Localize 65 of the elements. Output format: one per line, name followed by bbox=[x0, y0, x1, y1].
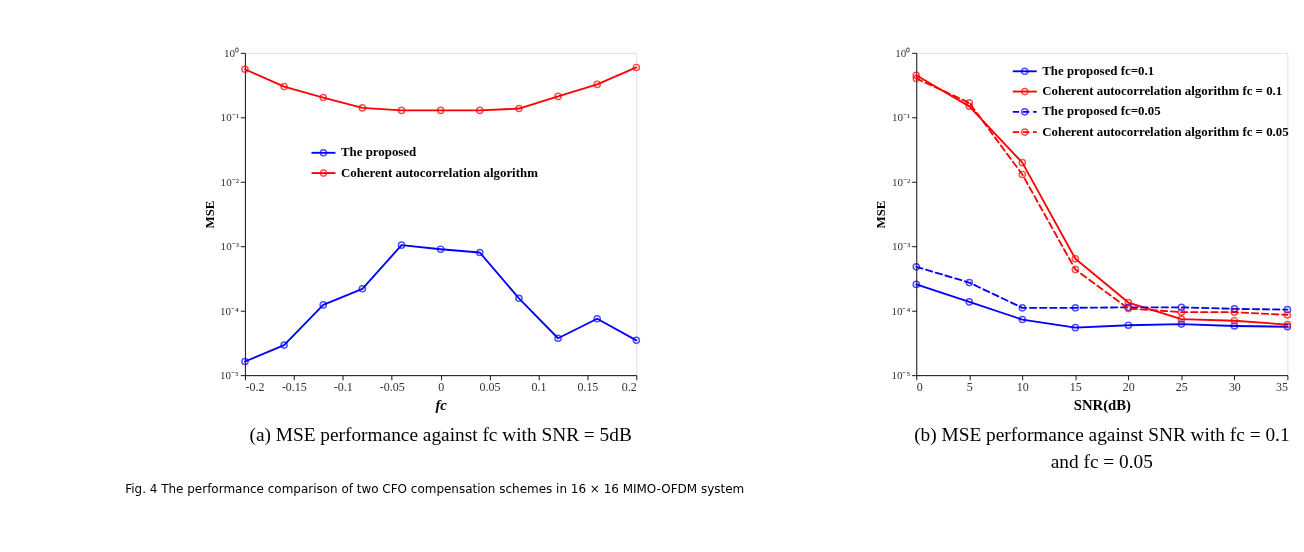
point bbox=[965, 102, 974, 111]
caption: Fig. 4 The performance comparison of two CFO compensation schemes in 16 × 16 MIMO-OFDM system bbox=[125, 482, 745, 497]
legend-label: The proposed fc=0.05 bbox=[1042, 104, 1161, 119]
x-tick-label: 10 bbox=[1016, 380, 1029, 395]
legend-label: The proposed bbox=[340, 145, 418, 160]
x-tick-label: -0.05 bbox=[379, 380, 405, 395]
point bbox=[965, 278, 974, 287]
y-tick-label: 10⁻³ bbox=[891, 240, 911, 253]
x-tick-label: -0.1 bbox=[333, 380, 353, 395]
point bbox=[1124, 298, 1133, 307]
point bbox=[1071, 265, 1080, 274]
point bbox=[1177, 308, 1186, 316]
y-tick-label: 10⁻⁵ bbox=[220, 369, 240, 382]
text: (a) MSE performance against fc with SNR = 5dB bbox=[249, 423, 632, 446]
legend-label: The proposed fc=0.1 bbox=[1042, 63, 1155, 78]
point bbox=[1071, 323, 1080, 332]
y-tick-label: 10⁻¹ bbox=[891, 111, 911, 124]
y-tick-label: 10⁻⁵ bbox=[891, 369, 911, 382]
y-tick-label: 10⁻⁴ bbox=[220, 304, 240, 317]
x-tick-label: 20 bbox=[1122, 380, 1135, 395]
x-axis-title: fc bbox=[435, 396, 448, 413]
x-tick-label: 0 bbox=[438, 380, 445, 395]
point bbox=[1018, 315, 1027, 324]
point bbox=[1177, 320, 1186, 328]
x-tick-label: 35 bbox=[1275, 380, 1288, 395]
point bbox=[1018, 170, 1027, 179]
x-axis-title: SNR(dB) bbox=[1073, 396, 1132, 414]
x-tick-label: -0.2 bbox=[245, 380, 265, 395]
y-tick-label: 10⁻¹ bbox=[220, 111, 239, 124]
legend-label: Coherent autocorrelation algorithm fc = 0.1 bbox=[1042, 84, 1283, 99]
y-axis-title: MSE bbox=[874, 200, 889, 229]
y-tick-label: 10⁻³ bbox=[220, 240, 240, 253]
x-tick-label: 0 bbox=[916, 380, 923, 395]
legend-label: Coherent autocorrelation algorithm fc = 0.05 bbox=[1042, 124, 1289, 139]
point bbox=[1124, 321, 1133, 330]
point bbox=[1177, 303, 1186, 312]
point bbox=[1283, 311, 1292, 319]
y-tick-label: 10⁻² bbox=[891, 175, 911, 188]
x-tick-label: 25 bbox=[1175, 380, 1188, 395]
point bbox=[1283, 305, 1292, 314]
point bbox=[1230, 322, 1239, 330]
y-tick-label: 10⁰ bbox=[223, 47, 239, 60]
y-tick-label: 10⁻⁴ bbox=[891, 304, 911, 317]
point bbox=[1230, 316, 1239, 325]
point bbox=[1018, 303, 1027, 312]
x-tick-label: 30 bbox=[1228, 380, 1241, 395]
x-tick-label: 0.05 bbox=[479, 380, 501, 395]
y-tick-label: 10⁰ bbox=[895, 47, 911, 60]
y-axis-title: MSE bbox=[202, 200, 217, 229]
point bbox=[965, 298, 974, 306]
x-tick-label: 0.1 bbox=[531, 380, 547, 395]
text: (b) MSE performance against SNR with fc = 0.1 and fc = 0.05 bbox=[914, 423, 1290, 473]
point bbox=[965, 98, 974, 107]
y-tick-label: 10⁻² bbox=[220, 175, 240, 188]
point bbox=[912, 262, 921, 271]
point bbox=[1018, 158, 1027, 167]
x-tick-label: -0.15 bbox=[281, 380, 307, 395]
x-tick-label: 0.2 bbox=[621, 380, 637, 395]
point bbox=[1177, 315, 1186, 323]
x-tick-label: 15 bbox=[1069, 380, 1082, 395]
point bbox=[1071, 303, 1080, 312]
legend-label: Coherent autocorrelation algorithm bbox=[340, 165, 539, 180]
x-tick-label: 0.15 bbox=[577, 380, 599, 395]
x-tick-label: 5 bbox=[966, 380, 973, 395]
point bbox=[1071, 254, 1080, 263]
